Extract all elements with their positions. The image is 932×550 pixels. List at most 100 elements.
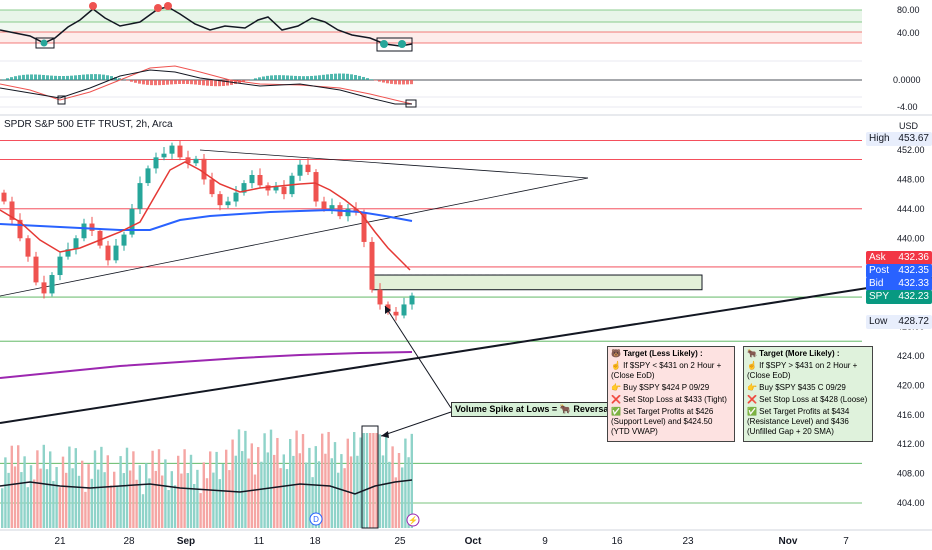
earnings-marker-label: ⚡ xyxy=(408,515,418,525)
volume-bar xyxy=(49,451,52,528)
macd-histogram-bar xyxy=(6,78,9,80)
candle-body xyxy=(9,201,15,220)
volume-bar xyxy=(241,451,244,528)
bid-tag-value: 432.33 xyxy=(898,278,929,289)
macd-histogram-bar xyxy=(234,80,237,85)
macd-histogram-bar xyxy=(46,75,49,80)
volume-bar xyxy=(353,432,356,528)
macd-histogram-bar xyxy=(334,73,337,80)
macd-histogram-bar xyxy=(62,75,65,80)
volume-bar xyxy=(391,446,394,528)
candle-body xyxy=(233,192,239,202)
volume-bar xyxy=(116,486,119,528)
time-axis-label: 9 xyxy=(542,536,548,547)
macd-histogram-bar xyxy=(190,80,193,85)
volume-bar xyxy=(10,445,13,528)
high-tag: High 453.67 xyxy=(866,132,932,146)
candle-body xyxy=(201,158,207,180)
unfilled-gap-zone xyxy=(371,274,703,291)
macd-histogram-bar xyxy=(358,75,361,80)
macd-histogram-bar xyxy=(146,80,149,85)
candle-body xyxy=(161,153,167,158)
symbol-tag: SPY 432.23 xyxy=(866,290,932,304)
volume-bar xyxy=(186,473,189,528)
candle-body xyxy=(41,282,47,294)
volume-bar xyxy=(333,442,337,528)
macd-signal-box xyxy=(57,95,66,105)
vwap-line xyxy=(0,351,413,379)
earnings-marker[interactable] xyxy=(406,513,420,527)
rsi-signal-box xyxy=(376,37,413,52)
time-axis-label: Oct xyxy=(465,536,482,547)
volume-bar xyxy=(221,463,225,528)
volume-bar xyxy=(84,491,87,528)
ask-tag: Ask 432.36 xyxy=(866,251,932,265)
volume-bar xyxy=(90,478,93,528)
macd-histogram-bar xyxy=(398,80,401,85)
macd-histogram-bar xyxy=(346,73,349,80)
bull-note-line: ❌ Set Stop Loss at $428 (Loose) xyxy=(747,395,868,404)
low-tag-value: 428.72 xyxy=(898,316,929,327)
volume-bar xyxy=(378,434,381,528)
macd-histogram-bar xyxy=(130,80,133,82)
volume-bar xyxy=(337,472,340,528)
volume-bar xyxy=(321,433,324,528)
volume-bar xyxy=(132,451,135,528)
macd-histogram-bar xyxy=(366,78,369,80)
blue-ma-line xyxy=(0,208,413,231)
volume-bar xyxy=(71,468,74,528)
volume-bar xyxy=(385,434,388,528)
macd-histogram-bar xyxy=(226,80,229,86)
macd-histogram-bar xyxy=(74,75,77,80)
macd-histogram-bar xyxy=(174,80,177,85)
macd-histogram-bar xyxy=(254,78,257,80)
candle-body xyxy=(409,295,415,305)
volume-bar xyxy=(340,454,343,528)
volume-bar xyxy=(237,429,241,528)
candle-body xyxy=(353,208,359,213)
bear-note-line: 👉 Buy $SPY $424 P 09/29 xyxy=(611,383,710,392)
volume-bar xyxy=(58,487,61,528)
macd-histogram-bar xyxy=(90,74,93,80)
macd-histogram-bar xyxy=(278,75,281,80)
price-tick-label: 440.00 xyxy=(897,233,925,243)
volume-bar xyxy=(42,444,45,528)
macd-histogram-bar xyxy=(58,75,61,80)
volume-bar xyxy=(397,453,401,528)
time-axis-label: 11 xyxy=(254,536,265,547)
volume-bar xyxy=(266,452,269,528)
volume-bar xyxy=(394,477,397,528)
ask-tag-label: Ask xyxy=(869,252,886,263)
macd-histogram-bar xyxy=(194,80,197,85)
price-tick-label: 416.00 xyxy=(897,410,925,420)
macd-histogram-bar xyxy=(214,80,217,87)
volume-bar xyxy=(23,456,26,528)
macd-histogram-bar xyxy=(374,80,377,81)
macd-tick-label: -4.00 xyxy=(897,102,918,112)
macd-histogram-bar xyxy=(50,75,53,80)
candle-body xyxy=(249,175,255,184)
volume-bar xyxy=(81,460,84,528)
low-tag-label: Low xyxy=(869,316,888,327)
price-tick-label: 448.00 xyxy=(897,174,925,184)
bull-note-line: 👉 Buy $SPY $435 C 09/29 xyxy=(747,383,846,392)
volume-bar xyxy=(93,450,97,528)
rsi-panel: 80.00 40.00 xyxy=(0,2,920,52)
volume-bar xyxy=(343,468,346,528)
post-tag-label: Post xyxy=(869,265,890,276)
candle-body xyxy=(345,208,351,217)
volume-bar xyxy=(225,449,228,528)
volume-bar xyxy=(135,479,138,528)
time-axis-label: 25 xyxy=(394,536,406,547)
price-tick-label: 404.00 xyxy=(897,498,925,508)
macd-histogram-bar xyxy=(162,80,165,85)
dividend-marker[interactable] xyxy=(309,512,323,526)
volume-bar xyxy=(317,461,321,528)
callout-arrow-head xyxy=(385,306,391,314)
volume-bar xyxy=(381,455,385,528)
time-axis-label: Sep xyxy=(177,536,195,547)
volume-bar xyxy=(138,465,141,528)
volume-bar xyxy=(292,455,295,528)
volume-bar xyxy=(298,453,301,528)
